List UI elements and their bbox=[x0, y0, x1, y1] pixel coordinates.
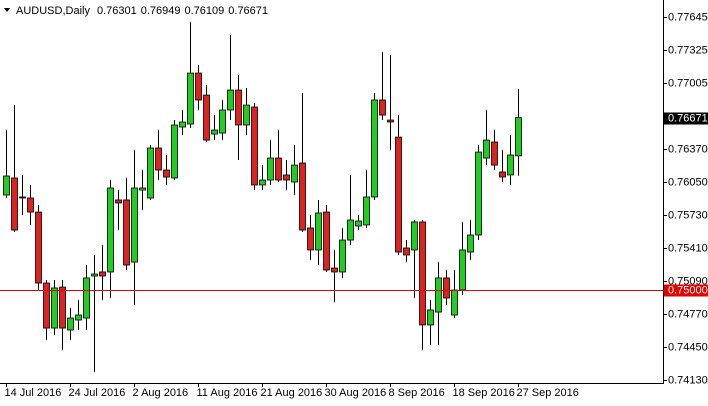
candle-body bbox=[211, 129, 218, 135]
candle-body bbox=[91, 273, 98, 277]
candle-body bbox=[35, 211, 42, 284]
candle-body bbox=[491, 141, 498, 166]
y-tick-label: 0.75410 bbox=[668, 242, 708, 254]
x-tick-label: 18 Sep 2016 bbox=[453, 387, 515, 399]
y-tick-label: 0.74130 bbox=[668, 374, 708, 386]
x-tick-label: 24 Jul 2016 bbox=[69, 387, 126, 399]
candle-body bbox=[411, 221, 418, 251]
y-tick-label: 0.75730 bbox=[668, 209, 708, 221]
candle-body bbox=[99, 271, 106, 277]
y-tick-label: 0.76050 bbox=[668, 176, 708, 188]
candle-body bbox=[43, 282, 50, 329]
candle-body bbox=[179, 121, 186, 128]
x-tick-label: 8 Sep 2016 bbox=[389, 387, 445, 399]
x-tick-label: 21 Aug 2016 bbox=[261, 387, 323, 399]
candle-body bbox=[475, 151, 482, 236]
chart-header: AUDUSD,Daily 0.76301 0.76949 0.76109 0.76671 bbox=[16, 5, 268, 17]
candle-body bbox=[3, 175, 10, 196]
candle-body bbox=[331, 267, 338, 273]
candle-body bbox=[499, 171, 506, 178]
candle-body bbox=[371, 99, 378, 198]
candle-body bbox=[11, 177, 18, 231]
candle-body bbox=[267, 157, 274, 181]
candle-body bbox=[83, 277, 90, 319]
candle-body bbox=[515, 117, 522, 157]
candle-body bbox=[395, 136, 402, 253]
candle-body bbox=[19, 196, 26, 199]
level-label: 0.75000 bbox=[668, 284, 708, 296]
candle-body bbox=[27, 197, 34, 213]
candle-body bbox=[291, 164, 298, 183]
candle-body bbox=[355, 220, 362, 227]
header-close: 0.76671 bbox=[228, 5, 268, 17]
candle-body bbox=[139, 187, 146, 191]
candle-body bbox=[243, 104, 250, 126]
candle-body bbox=[147, 147, 154, 199]
candle-body bbox=[123, 199, 130, 266]
header-open: 0.76301 bbox=[97, 5, 137, 17]
candle-body bbox=[339, 239, 346, 273]
candle-body bbox=[347, 219, 354, 241]
y-tick-label: 0.77645 bbox=[668, 11, 708, 23]
y-tick-label: 0.74770 bbox=[668, 308, 708, 320]
candle-body bbox=[51, 287, 58, 329]
candle-body bbox=[251, 106, 258, 186]
candle-body bbox=[235, 89, 242, 126]
candle-body bbox=[187, 72, 194, 125]
last-price-box bbox=[664, 112, 708, 125]
candle-body bbox=[67, 317, 74, 331]
candle-body bbox=[403, 247, 410, 256]
candle-body bbox=[467, 234, 474, 253]
candle-body bbox=[379, 99, 386, 116]
candle-body bbox=[363, 196, 370, 226]
candle-body bbox=[419, 221, 426, 326]
candle-body bbox=[459, 249, 466, 291]
y-tick-label: 0.75090 bbox=[668, 275, 708, 287]
candle-body bbox=[75, 314, 82, 321]
y-tick-label: 0.77005 bbox=[668, 77, 708, 89]
candle-body bbox=[299, 162, 306, 231]
candle-body bbox=[387, 119, 394, 123]
candle-body bbox=[307, 227, 314, 251]
candle-body bbox=[283, 174, 290, 181]
header-arrow bbox=[4, 8, 10, 12]
candle-body bbox=[171, 124, 178, 179]
y-tick-label: 0.74450 bbox=[668, 341, 708, 353]
x-tick-label: 11 Aug 2016 bbox=[197, 387, 258, 399]
candle-body bbox=[163, 169, 170, 178]
candle-body bbox=[59, 286, 66, 329]
y-tick-label: 0.76370 bbox=[668, 143, 708, 155]
y-tick-label: 0.77325 bbox=[668, 44, 708, 56]
x-tick-label: 14 Jul 2016 bbox=[5, 387, 62, 399]
candle-body bbox=[219, 109, 226, 134]
candle-body bbox=[107, 187, 114, 273]
header-high: 0.76949 bbox=[141, 5, 181, 17]
candle-body bbox=[507, 154, 514, 176]
candle-body bbox=[227, 89, 234, 111]
candle-body bbox=[115, 199, 122, 204]
candle-body bbox=[195, 72, 202, 101]
candle-body bbox=[275, 157, 282, 181]
candle-body bbox=[155, 147, 162, 171]
candle-body bbox=[483, 139, 490, 159]
x-tick-label: 30 Aug 2016 bbox=[325, 387, 387, 399]
symbol-title: AUDUSD,Daily bbox=[16, 5, 90, 17]
x-tick-label: 27 Sep 2016 bbox=[517, 387, 579, 399]
header-low: 0.76109 bbox=[185, 5, 225, 17]
candle-body bbox=[315, 212, 322, 251]
x-tick-label: 2 Aug 2016 bbox=[133, 387, 189, 399]
candle-body bbox=[131, 187, 138, 263]
candle-body bbox=[323, 211, 330, 271]
candle-body bbox=[259, 179, 266, 186]
candle-body bbox=[203, 94, 210, 141]
candle-body bbox=[451, 289, 458, 316]
candle-body bbox=[443, 277, 450, 299]
last-price-label: 0.76671 bbox=[668, 112, 708, 124]
candle-body bbox=[427, 309, 434, 326]
candle-body bbox=[435, 277, 442, 313]
level-label-box bbox=[664, 284, 708, 297]
